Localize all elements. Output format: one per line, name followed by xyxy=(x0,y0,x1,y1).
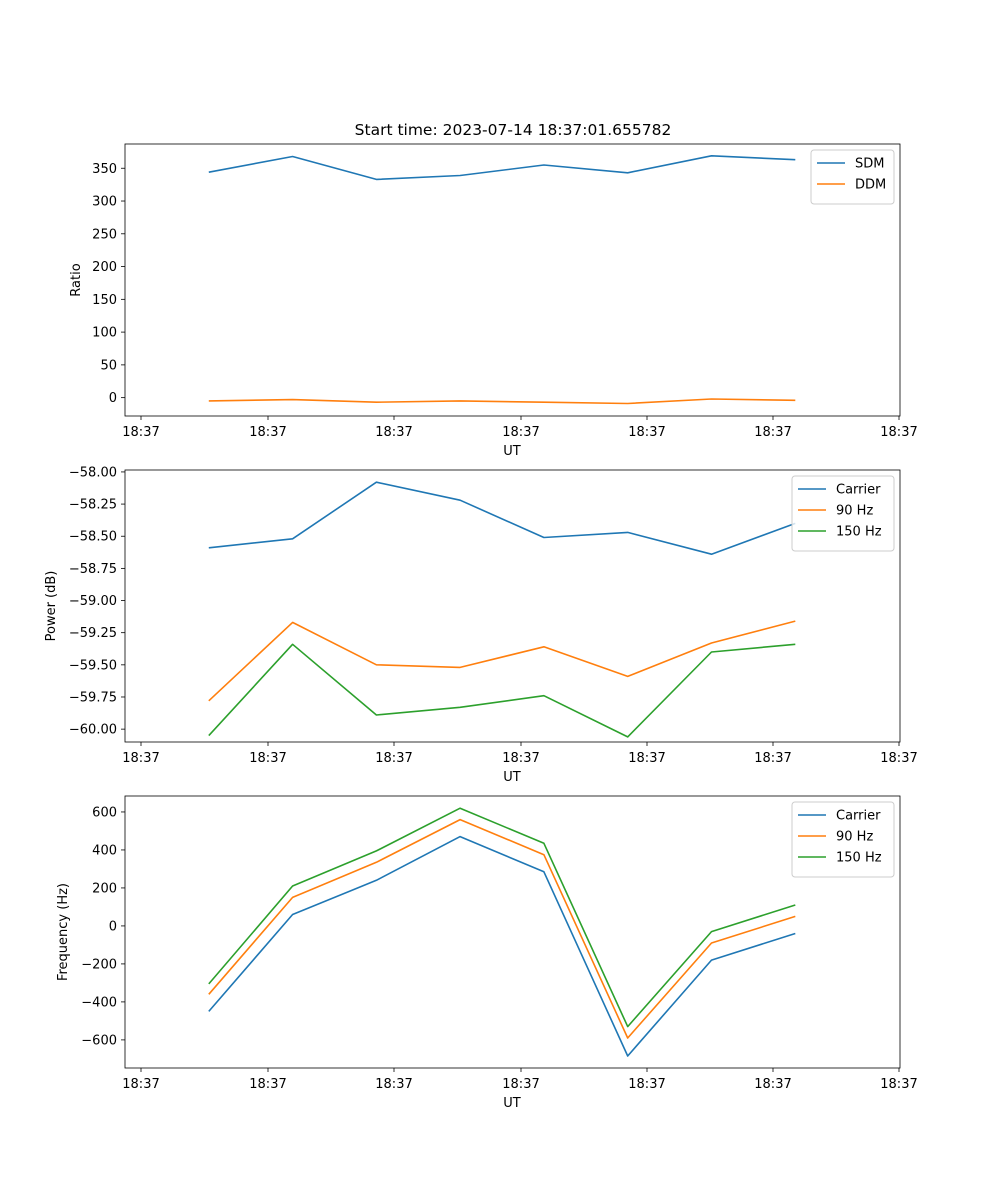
x-tick-label: 18:37 xyxy=(249,425,286,440)
legend-label: 150 Hz xyxy=(836,525,882,540)
x-tick-label: 18:37 xyxy=(754,1077,791,1092)
y-tick-label: −59.75 xyxy=(69,690,117,705)
legend-label: 150 Hz xyxy=(836,851,882,866)
y-tick-label: 200 xyxy=(92,881,117,896)
series-line-90-hz xyxy=(208,818,796,1039)
y-axis-label: Power (dB) xyxy=(44,571,59,642)
y-tick-label: 300 xyxy=(92,195,117,210)
axes-frame xyxy=(124,795,901,1069)
x-axis-label: UT xyxy=(503,1096,521,1111)
legend-label: DDM xyxy=(855,178,886,193)
y-tick-label: −58.00 xyxy=(69,465,117,480)
legend-label: Carrier xyxy=(836,483,881,498)
y-tick-label: 150 xyxy=(92,293,117,308)
legend-label: SDM xyxy=(855,157,884,172)
series-line-carrier xyxy=(208,835,796,1057)
legend: Carrier 90 Hz 150 Hz xyxy=(791,475,895,552)
legend-label: 90 Hz xyxy=(836,504,873,519)
legend-label: 90 Hz xyxy=(836,830,873,845)
x-tick-label: 18:37 xyxy=(754,425,791,440)
axes-frame xyxy=(124,143,901,417)
x-tick-label: 18:37 xyxy=(628,1077,665,1092)
y-tick-label: −60.00 xyxy=(69,723,117,738)
x-tick-label: 18:37 xyxy=(502,1077,539,1092)
legend-box xyxy=(791,475,895,552)
x-tick-label: 18:37 xyxy=(502,425,539,440)
legend: SDM DDM xyxy=(810,149,895,205)
x-tick-label: 18:37 xyxy=(375,751,412,766)
series-line-sdm xyxy=(208,155,796,181)
ratio-subplot: 18:37 18:37 18:37 18:37 18:37 18:37 18:37 0 50 10… xyxy=(69,143,918,459)
series-line-ddm xyxy=(208,398,796,405)
series-line-150-hz xyxy=(208,643,796,738)
legend-box xyxy=(791,801,895,878)
legend-label: Carrier xyxy=(836,809,881,824)
legend: Carrier 90 Hz 150 Hz xyxy=(791,801,895,878)
x-tick-label: 18:37 xyxy=(122,1077,159,1092)
x-tick-label: 18:37 xyxy=(880,425,917,440)
x-tick-label: 18:37 xyxy=(754,751,791,766)
x-tick-label: 18:37 xyxy=(880,1077,917,1092)
x-tick-label: 18:37 xyxy=(502,751,539,766)
x-tick-label: 18:37 xyxy=(249,751,286,766)
x-tick-label: 18:37 xyxy=(122,751,159,766)
x-axis-label: UT xyxy=(503,444,521,459)
y-tick-label: −200 xyxy=(81,957,117,972)
power-subplot: 18:37 18:37 18:37 18:37 18:37 18:37 18:37 −60.0… xyxy=(44,465,918,785)
y-tick-label: 50 xyxy=(100,358,117,373)
y-tick-label: 400 xyxy=(92,843,117,858)
y-tick-label: −58.50 xyxy=(69,530,117,545)
x-tick-label: 18:37 xyxy=(375,1077,412,1092)
x-tick-label: 18:37 xyxy=(375,425,412,440)
x-tick-label: 18:37 xyxy=(628,751,665,766)
y-axis-label: Frequency (Hz) xyxy=(56,883,71,981)
x-tick-label: 18:37 xyxy=(880,751,917,766)
y-axis-label: Ratio xyxy=(69,263,84,296)
x-tick-label: 18:37 xyxy=(122,425,159,440)
frequency-subplot: 18:37 18:37 18:37 18:37 18:37 18:37 18:37 −600 −… xyxy=(56,795,918,1111)
y-tick-label: 600 xyxy=(92,805,117,820)
x-axis-label: UT xyxy=(503,770,521,785)
y-tick-label: −58.75 xyxy=(69,562,117,577)
y-tick-label: 250 xyxy=(92,227,117,242)
series-line-150-hz xyxy=(208,807,796,1028)
y-tick-label: −59.50 xyxy=(69,658,117,673)
y-tick-label: 200 xyxy=(92,260,117,275)
y-tick-label: 100 xyxy=(92,326,117,341)
axes-frame xyxy=(124,469,901,743)
y-tick-label: 0 xyxy=(109,391,117,406)
y-tick-label: −58.25 xyxy=(69,498,117,513)
y-tick-label: −600 xyxy=(81,1033,117,1048)
x-tick-label: 18:37 xyxy=(628,425,665,440)
series-line-carrier xyxy=(208,481,796,556)
y-tick-label: −59.00 xyxy=(69,594,117,609)
y-tick-label: −59.25 xyxy=(69,626,117,641)
series-line-90-hz xyxy=(208,620,796,702)
y-tick-label: 350 xyxy=(92,162,117,177)
y-tick-label: −400 xyxy=(81,995,117,1010)
y-tick-label: 0 xyxy=(109,919,117,934)
figure-title: Start time: 2023-07-14 18:37:01.655782 xyxy=(355,121,672,139)
x-tick-label: 18:37 xyxy=(249,1077,286,1092)
